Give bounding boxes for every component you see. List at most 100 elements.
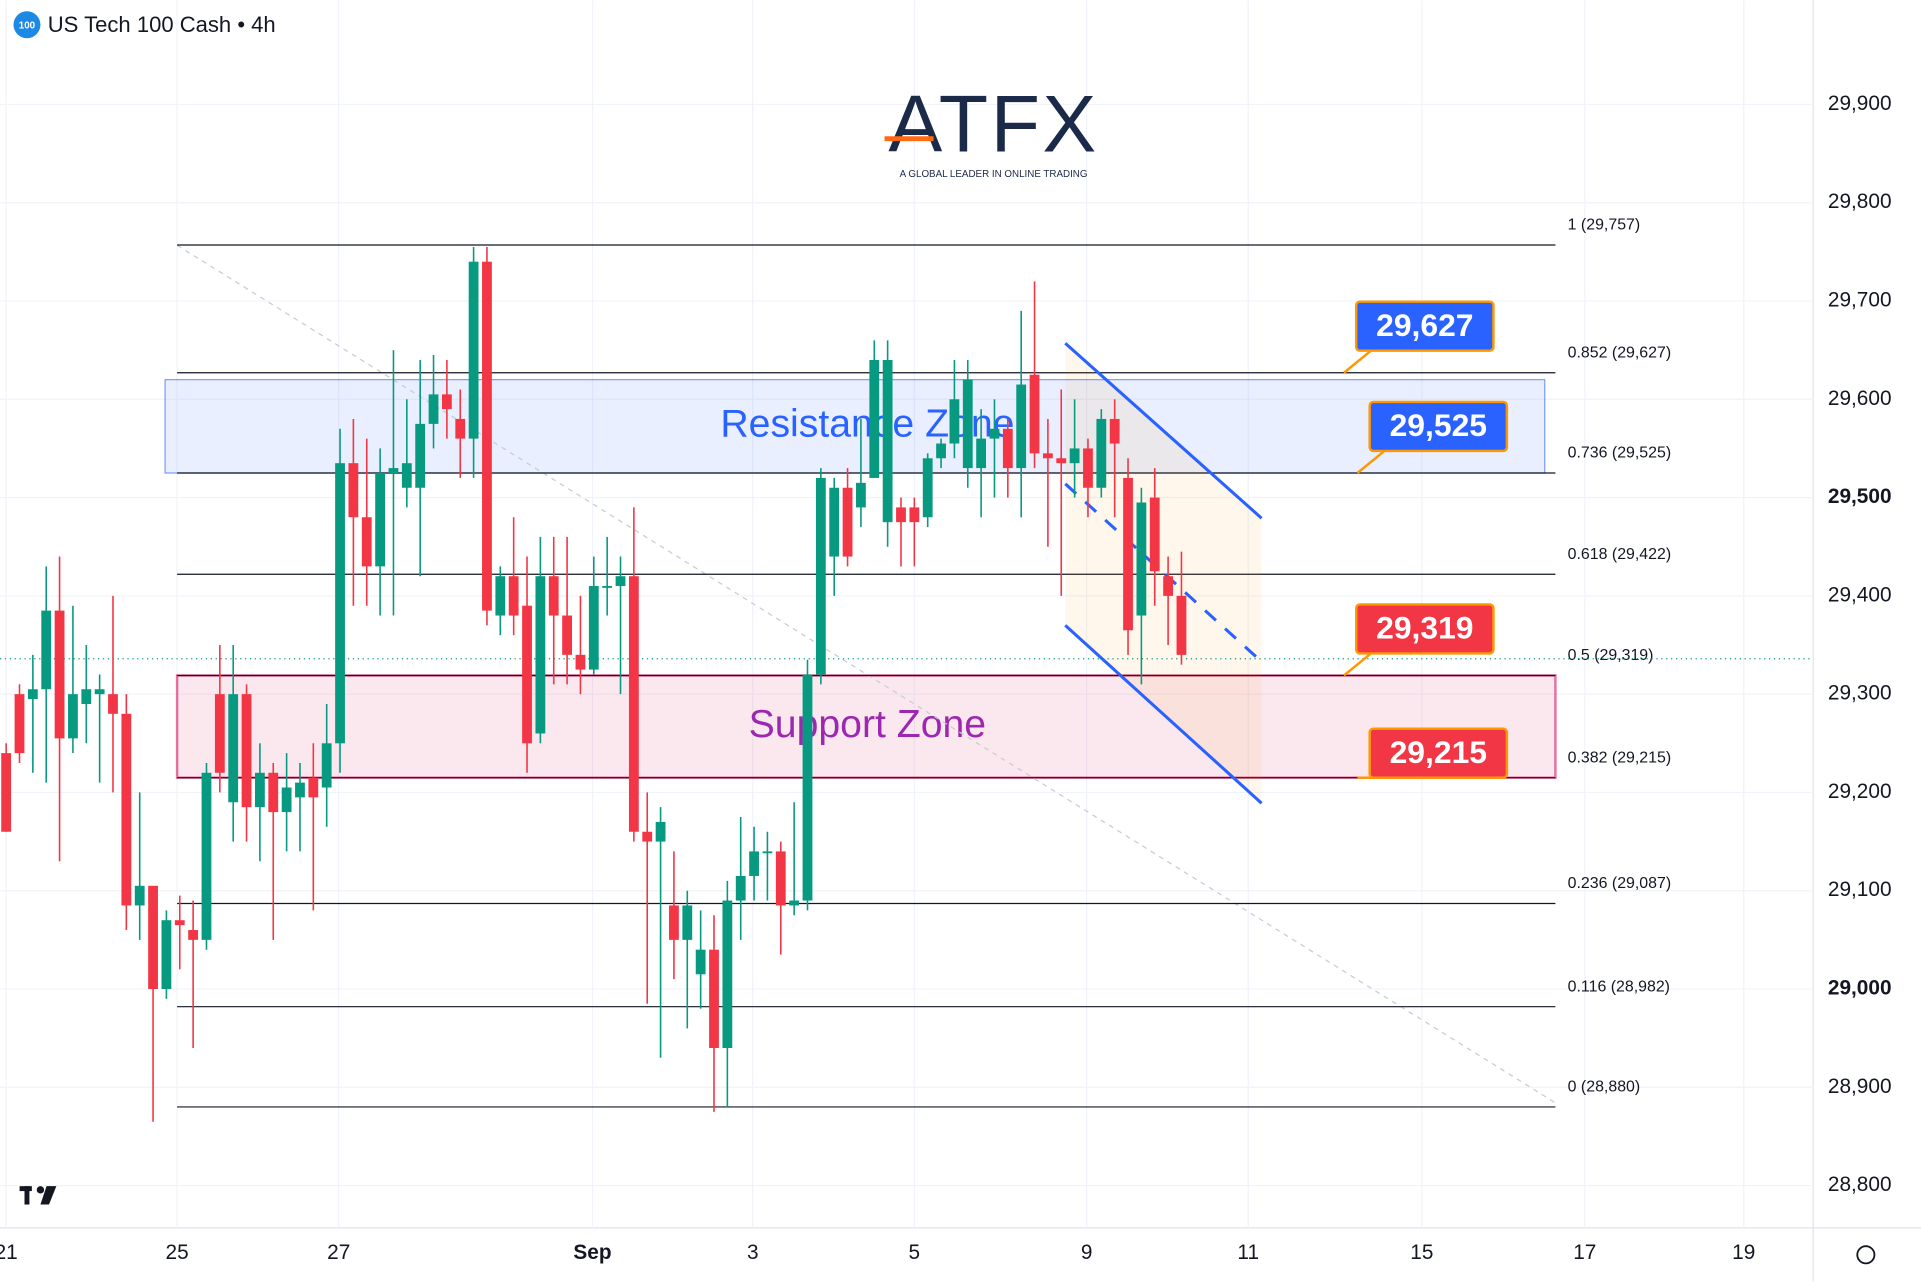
symbol-icon xyxy=(13,11,41,39)
candle-body xyxy=(214,694,225,773)
logo: ATFX xyxy=(888,79,1098,169)
price-tag-label: 29,525 xyxy=(1390,407,1487,443)
candle-body xyxy=(281,787,292,813)
candle-body xyxy=(201,772,212,940)
fib-label: 0.5 (29,319) xyxy=(1568,647,1654,664)
candle-body xyxy=(14,694,25,754)
candle-body xyxy=(308,777,319,798)
candle-body xyxy=(709,949,719,1048)
candle-body xyxy=(228,694,239,803)
candle-body xyxy=(41,610,52,690)
candle-body xyxy=(522,605,532,744)
candle-body xyxy=(108,694,118,714)
candle-body xyxy=(615,576,626,587)
candle-body xyxy=(255,772,265,808)
y-tick-label: 29,900 xyxy=(1828,92,1892,115)
price-tag xyxy=(1354,603,1495,655)
candle-body xyxy=(268,772,279,813)
candle-body xyxy=(1,753,12,832)
channel-line xyxy=(1064,482,1263,663)
candle-body xyxy=(976,438,987,469)
zone xyxy=(175,674,1557,779)
y-tick-label: 29,400 xyxy=(1828,583,1892,606)
candle-body xyxy=(415,423,426,488)
candle-body xyxy=(295,782,305,798)
candle-body xyxy=(842,487,853,557)
candle-body xyxy=(936,443,946,459)
candle-body xyxy=(81,689,92,704)
candle-body xyxy=(441,394,452,410)
candle-body xyxy=(468,261,479,439)
candle-body xyxy=(588,586,599,670)
x-tick-label: 27 xyxy=(327,1241,350,1264)
candle-body xyxy=(1002,428,1013,469)
candle-body xyxy=(482,261,492,611)
x-tick-label: 19 xyxy=(1732,1241,1755,1264)
candle-body xyxy=(361,517,372,567)
candle-body xyxy=(602,586,613,588)
candle-body xyxy=(188,930,199,940)
fib-label: 1 (29,757) xyxy=(1568,217,1641,234)
candle-body xyxy=(1042,453,1053,459)
fib-label: 0 (28,880) xyxy=(1568,1079,1641,1096)
tag-pointer xyxy=(1343,652,1372,677)
tag-pointer xyxy=(1356,450,1386,474)
candle-body xyxy=(1163,576,1174,596)
candle-body xyxy=(321,743,332,788)
candle-body xyxy=(134,885,145,906)
channel-line xyxy=(1064,342,1263,520)
candle-body xyxy=(722,900,733,1048)
candle-body xyxy=(508,576,519,616)
fib-label: 0.618 (29,422) xyxy=(1568,546,1671,563)
y-tick-label: 29,700 xyxy=(1828,289,1892,312)
price-tag-label: 29,319 xyxy=(1376,610,1473,646)
candle-body xyxy=(1109,418,1120,444)
candle-body xyxy=(27,689,38,700)
candle-body xyxy=(562,615,572,655)
price-tag-label: 29,215 xyxy=(1390,734,1487,770)
fib-label: 0.236 (29,087) xyxy=(1568,875,1671,892)
y-tick-label: 28,900 xyxy=(1828,1075,1892,1098)
fib-label: 0.116 (28,982) xyxy=(1568,978,1670,995)
candle-body xyxy=(161,920,172,990)
candle-body xyxy=(54,610,65,739)
y-tick-label: 29,300 xyxy=(1828,682,1892,705)
candle-body xyxy=(495,576,506,616)
x-tick-label: 3 xyxy=(747,1241,759,1264)
chart-title: US Tech 100 Cash • 4h xyxy=(48,12,276,37)
candle-body xyxy=(909,507,920,523)
y-tick-label: 28,800 xyxy=(1828,1173,1892,1196)
candle-body xyxy=(749,851,759,876)
candle-body xyxy=(1056,458,1067,464)
candle-body xyxy=(882,359,893,523)
y-tick-label: 29,200 xyxy=(1828,780,1892,803)
price-tag-label: 29,627 xyxy=(1376,307,1473,343)
candle-body xyxy=(775,851,786,906)
candle-body xyxy=(148,885,158,990)
candle-body xyxy=(922,458,933,518)
candle-body xyxy=(949,399,960,444)
fib-label: 0.736 (29,525) xyxy=(1568,445,1671,462)
candle-body xyxy=(669,905,679,940)
candle-body xyxy=(789,900,800,906)
candle-body xyxy=(535,576,546,734)
candle-body xyxy=(94,689,105,695)
candle-body xyxy=(575,654,586,670)
candle-body xyxy=(348,463,359,518)
candle-body xyxy=(682,905,693,940)
price-tag xyxy=(1368,727,1509,779)
settings-icon[interactable] xyxy=(1856,1245,1876,1265)
trend-line xyxy=(176,244,1556,1104)
x-tick-label: 17 xyxy=(1573,1241,1596,1264)
candle-body xyxy=(401,463,412,488)
tag-pointer xyxy=(1343,349,1372,374)
candle-body xyxy=(241,694,252,808)
candle-body xyxy=(548,576,559,616)
candle-body xyxy=(989,428,1000,439)
candle-body xyxy=(1123,477,1133,631)
candle-body xyxy=(455,418,466,439)
zone xyxy=(164,379,1546,474)
tradingview-logo xyxy=(19,1186,57,1205)
